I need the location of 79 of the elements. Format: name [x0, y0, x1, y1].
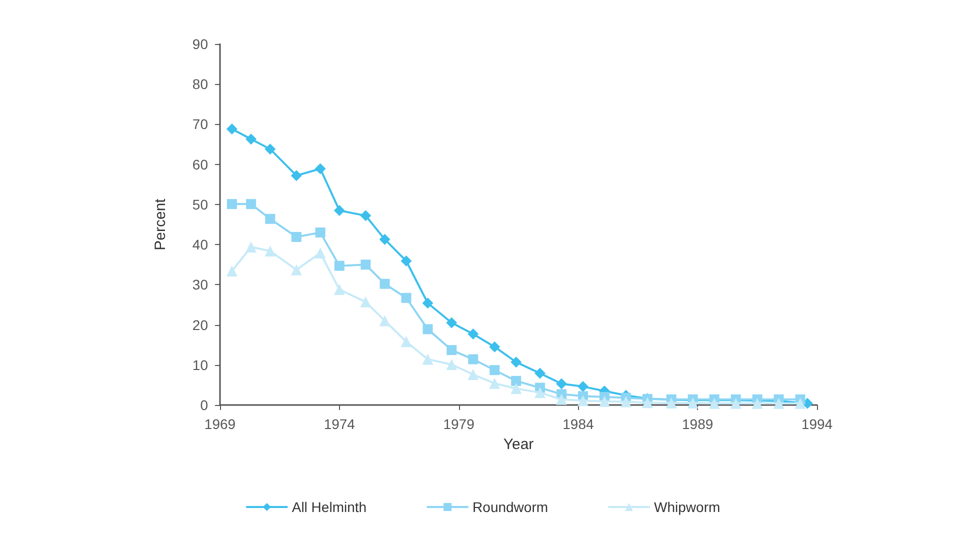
y-tick-label: 20 — [192, 316, 208, 333]
point — [291, 232, 302, 242]
y-tick-label: 50 — [192, 196, 208, 212]
x-tick-label: 1979 — [443, 416, 475, 432]
point — [446, 358, 458, 370]
x-tick-label: 1969 — [204, 416, 236, 432]
point — [687, 397, 698, 408]
point — [226, 199, 237, 210]
point — [642, 397, 653, 408]
point — [314, 247, 326, 258]
point — [422, 298, 434, 309]
point — [556, 394, 567, 405]
legend-label: All Helminth — [292, 499, 367, 515]
legend-label: Roundworm — [472, 499, 548, 515]
point — [226, 124, 238, 135]
point — [334, 284, 345, 295]
point — [422, 324, 433, 334]
y-tick-label: 30 — [192, 276, 208, 293]
point — [360, 210, 372, 222]
point — [334, 260, 344, 271]
point — [598, 396, 610, 407]
x-tick-label: 1984 — [562, 416, 594, 432]
point — [290, 264, 302, 276]
point — [334, 204, 345, 216]
point — [510, 383, 522, 394]
point — [226, 266, 238, 277]
point — [401, 292, 412, 303]
point — [379, 234, 390, 245]
point — [468, 354, 478, 364]
point — [577, 395, 588, 406]
point — [490, 365, 500, 376]
point — [264, 144, 276, 155]
point — [360, 260, 371, 270]
point — [468, 328, 479, 340]
point — [380, 278, 390, 289]
point — [468, 369, 479, 380]
point — [534, 368, 546, 379]
point — [400, 256, 412, 266]
y-tick-label: 60 — [192, 156, 208, 172]
point — [489, 341, 500, 352]
point — [446, 345, 457, 356]
point — [265, 214, 276, 224]
y-axis-title: Percent — [152, 198, 169, 250]
point — [446, 317, 458, 328]
y-tick-label: 70 — [192, 116, 208, 132]
point — [264, 245, 276, 256]
point — [314, 163, 326, 174]
point — [510, 356, 522, 368]
point — [379, 315, 390, 326]
point — [290, 170, 302, 182]
x-tick-label: 1994 — [801, 416, 833, 432]
point — [577, 381, 588, 392]
x-tick-label: 1974 — [324, 416, 356, 432]
point — [773, 398, 784, 409]
x-tick-label: 1989 — [682, 416, 714, 432]
point — [246, 199, 256, 210]
point — [752, 398, 763, 409]
legend-label: Whipworm — [654, 499, 720, 515]
point — [422, 354, 434, 365]
y-tick-label: 90 — [192, 36, 208, 52]
point — [620, 396, 632, 408]
point — [556, 378, 567, 390]
y-tick-label: 40 — [192, 236, 208, 253]
point — [666, 397, 677, 408]
x-axis-title: Year — [503, 436, 534, 453]
point — [246, 134, 257, 145]
point — [246, 241, 257, 252]
point — [360, 296, 372, 308]
point — [315, 228, 326, 238]
point — [794, 398, 806, 409]
y-tick-label: 10 — [192, 356, 208, 373]
y-tick-label: 80 — [192, 76, 208, 92]
point — [489, 378, 500, 389]
point — [534, 387, 546, 398]
point — [730, 398, 742, 409]
point — [708, 398, 720, 409]
point — [400, 336, 412, 348]
point — [511, 376, 522, 386]
y-tick-label: 0 — [200, 397, 208, 413]
